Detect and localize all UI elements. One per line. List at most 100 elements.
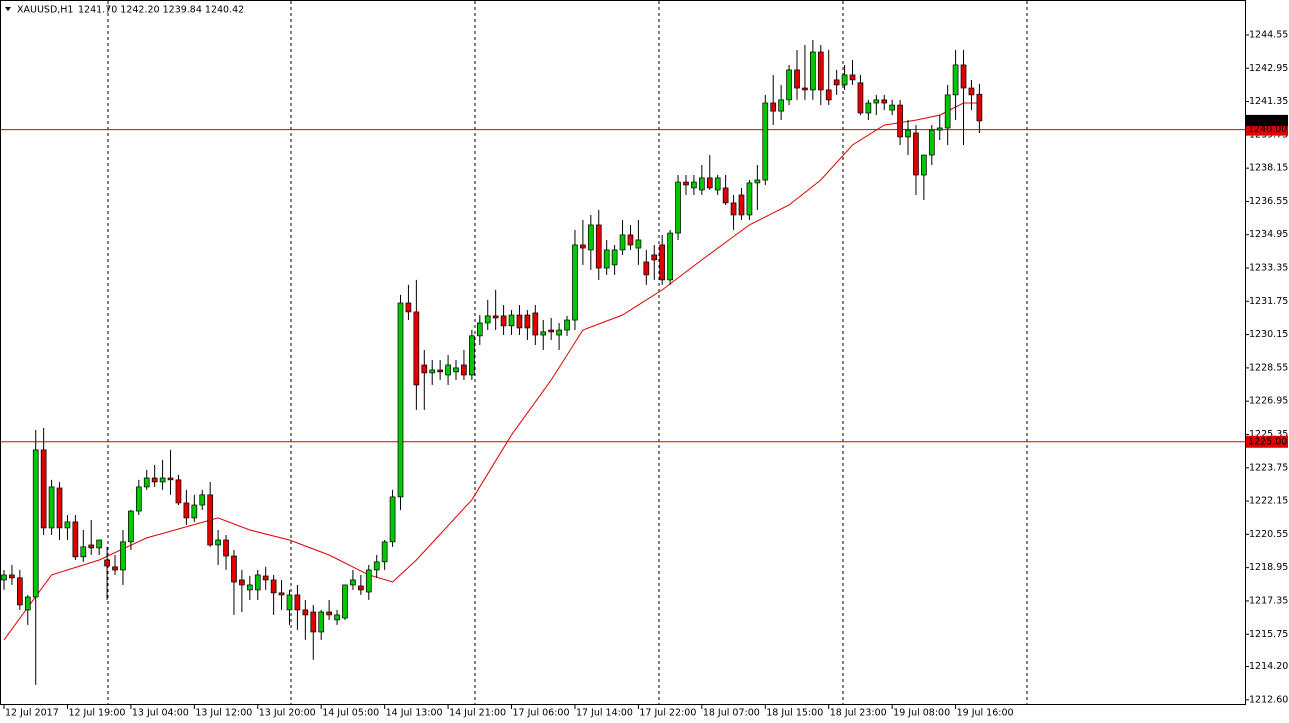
candle-body — [698, 177, 705, 191]
candle-body — [159, 477, 166, 483]
y-tick-label: 1223.75 — [1249, 462, 1288, 473]
y-tick-label: 1218.95 — [1249, 562, 1288, 573]
candle-body — [135, 486, 142, 512]
candle-body — [667, 232, 673, 281]
candle-body — [762, 102, 769, 181]
candle-body — [540, 331, 547, 336]
moving-average — [3, 102, 980, 641]
x-tick-label: 13 Jul 20:00 — [259, 708, 316, 719]
candle-body — [207, 494, 214, 546]
candle-body — [524, 314, 531, 329]
candle-body — [17, 577, 23, 606]
candle-body — [246, 584, 253, 591]
candle-body — [683, 181, 689, 186]
candle-body — [881, 99, 888, 104]
candle-body — [40, 449, 47, 529]
candle-body — [270, 579, 277, 594]
candle-body — [254, 574, 261, 591]
candle-body — [738, 194, 745, 216]
candle-body — [730, 202, 737, 216]
candle-body — [96, 539, 103, 549]
candle-body — [659, 244, 666, 281]
candle-body — [151, 477, 158, 483]
candle-body — [72, 521, 79, 558]
candle-body — [413, 311, 420, 386]
candle-body — [88, 544, 95, 549]
candle-body — [342, 584, 348, 619]
candle-body — [968, 87, 975, 96]
y-tick-label: 1230.15 — [1249, 329, 1288, 340]
candle-body — [770, 102, 777, 112]
last-price-box — [1246, 114, 1288, 126]
candle-body — [746, 182, 753, 216]
candle-body — [500, 315, 507, 327]
candle-body — [484, 315, 491, 324]
candle-body — [318, 611, 325, 633]
candle-body — [445, 364, 451, 376]
candle-body — [278, 592, 285, 596]
y-tick-label: 1242.95 — [1249, 63, 1288, 74]
candle-body — [437, 369, 443, 373]
candle-body — [358, 585, 364, 591]
x-tick-label: 14 Jul 21:00 — [449, 708, 506, 719]
candle-body — [572, 244, 578, 321]
candle-body — [595, 224, 602, 269]
candle-body — [128, 510, 134, 543]
candle-body — [373, 561, 380, 571]
candle-body — [643, 261, 650, 276]
candle-body — [794, 69, 800, 89]
candle-body — [405, 302, 412, 313]
candle-body — [691, 181, 697, 189]
candle-body — [754, 179, 761, 184]
candle-body — [1, 574, 7, 581]
candle-body — [9, 574, 15, 579]
candle-body — [516, 314, 523, 329]
candle-body — [928, 129, 935, 156]
candle-body — [849, 74, 856, 81]
candle-body — [778, 99, 784, 112]
y-tick-label: 1212.60 — [1249, 694, 1288, 705]
y-tick-label: 1214.20 — [1249, 661, 1288, 672]
candle-body — [675, 181, 681, 234]
candle-body — [461, 364, 467, 376]
candle-body — [944, 94, 951, 129]
candle-body — [302, 609, 309, 616]
candle-body — [603, 249, 610, 269]
h-line-label-box — [1246, 123, 1288, 136]
candle-body — [48, 486, 55, 529]
candle-body — [239, 579, 245, 586]
candle-body — [80, 546, 87, 558]
candle-body — [453, 367, 459, 373]
candle-body — [112, 566, 118, 571]
candle-body — [64, 521, 71, 529]
candle-body — [841, 74, 848, 86]
candle-body — [913, 132, 919, 176]
candle-body — [310, 611, 317, 633]
candle-body — [889, 104, 896, 111]
candle-body — [865, 102, 872, 114]
candle-body — [334, 614, 340, 621]
x-tick-label: 19 Jul 08:00 — [893, 708, 950, 719]
candle-body — [476, 322, 483, 337]
candle-body — [897, 104, 903, 138]
candle-body — [532, 312, 539, 336]
ohlc: 1241.70 1242.20 1239.84 1240.42 — [78, 5, 244, 16]
x-tick-label: 18 Jul 23:00 — [830, 708, 887, 719]
candle-body — [381, 541, 388, 563]
candle-body — [810, 51, 816, 91]
y-tick-label: 1236.55 — [1249, 196, 1288, 207]
x-tick-label: 13 Jul 12:00 — [195, 708, 252, 719]
y-tick-label: 1233.35 — [1249, 263, 1288, 274]
candle-body — [175, 479, 182, 504]
y-tick-label: 1234.95 — [1249, 229, 1288, 240]
candle-body — [833, 79, 840, 86]
candle-body — [905, 129, 911, 138]
x-tick-label: 17 Jul 14:00 — [576, 708, 633, 719]
candle-body — [286, 594, 293, 611]
y-tick-label: 1225.35 — [1249, 429, 1288, 440]
h-line-label: 1240.00 — [1248, 124, 1287, 135]
candle-body — [365, 569, 372, 593]
candle-body — [120, 541, 126, 571]
candle-body — [706, 177, 713, 189]
